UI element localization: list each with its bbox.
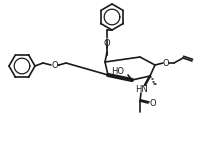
Text: O: O <box>52 61 58 69</box>
Text: HO: HO <box>111 67 124 77</box>
Text: O: O <box>104 38 110 48</box>
Text: O: O <box>150 99 156 109</box>
Text: O: O <box>163 59 169 67</box>
Text: HN: HN <box>135 84 147 94</box>
